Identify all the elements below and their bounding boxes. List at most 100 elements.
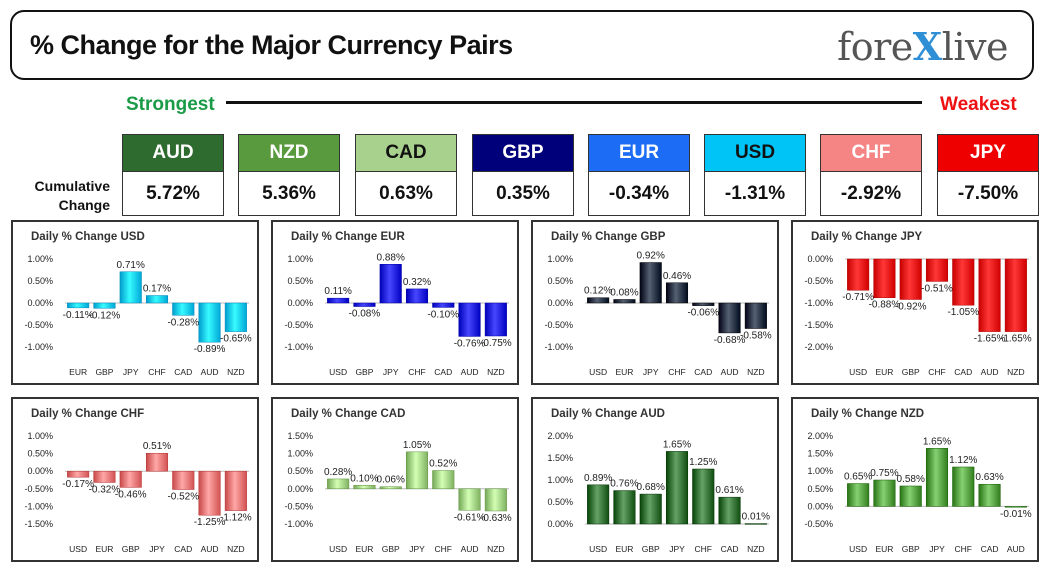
currency-value: -7.50% (937, 172, 1039, 216)
y-tick-label: -2.00% (804, 342, 833, 352)
x-tick-label: AUD (1007, 544, 1025, 554)
data-label: 0.12% (584, 286, 612, 297)
bar-gbp (379, 486, 402, 490)
bar-chf (925, 258, 949, 282)
bar-gbp (119, 470, 142, 488)
y-tick-label: 0.00% (27, 298, 53, 308)
bar-jpy (639, 262, 662, 304)
x-tick-label: CAD (434, 367, 452, 377)
bar-jpy (379, 264, 402, 304)
currency-value: -1.31% (704, 172, 806, 216)
chart-panel-aud: Daily % Change AUD 2.00% 1.50% 1.00% 0.50% 0.… (531, 397, 779, 562)
logo-text-left: fore (837, 25, 913, 69)
x-tick-label: JPY (929, 544, 945, 554)
data-label: -0.17% (62, 479, 94, 490)
currency-name: CHF (820, 134, 922, 172)
bar-nzd (1004, 258, 1027, 332)
y-tick-label: 1.00% (27, 254, 53, 264)
currency-tile-eur: EUR -0.34% (588, 134, 690, 216)
y-tick-label: 0.50% (547, 497, 573, 507)
chart-panel-jpy: Daily % Change JPY 0.00% -0.50% -1.00% -1.50… (791, 220, 1039, 385)
y-tick-label: 0.00% (27, 466, 53, 476)
bar-chf (692, 468, 715, 525)
chart-panel-gbp: Daily % Change GBP 1.00% 0.50% 0.00% -0.50% -… (531, 220, 779, 385)
y-tick-label: 0.00% (287, 484, 313, 494)
chart-title: Daily % Change GBP (551, 231, 666, 243)
bar-usd (587, 484, 610, 525)
bar-gbp (639, 493, 662, 525)
chart-nzd: Daily % Change NZD 2.00% 1.50% 1.00% 0.50% 0.… (804, 408, 1031, 554)
data-label: -0.08% (349, 309, 381, 320)
currency-name: JPY (937, 134, 1039, 172)
currency-name: AUD (122, 134, 224, 172)
y-tick-label: 1.00% (547, 475, 573, 485)
bar-eur (613, 299, 636, 304)
bar-chf (952, 466, 975, 507)
currency-value: 0.63% (355, 172, 457, 216)
y-tick-label: 0.50% (27, 276, 53, 286)
data-label: 0.63% (975, 472, 1003, 483)
forexlive-logo: foreXlive (837, 24, 1008, 69)
y-tick-label: 0.50% (287, 466, 313, 476)
y-tick-label: 1.00% (287, 449, 313, 459)
x-tick-label: EUR (69, 367, 87, 377)
x-tick-label: GBP (95, 367, 113, 377)
x-tick-label: USD (329, 367, 347, 377)
y-tick-label: -0.50% (24, 484, 53, 494)
bar-aud (458, 302, 481, 337)
x-tick-label: NZD (1007, 367, 1024, 377)
x-tick-label: CHF (408, 367, 425, 377)
chart-cad: Daily % Change CAD 1.50% 1.00% 0.50% 0.00% -0… (284, 408, 511, 554)
x-tick-label: NZD (487, 367, 504, 377)
page-title: % Change for the Major Currency Pairs (30, 30, 513, 60)
y-tick-label: 2.00% (547, 431, 573, 441)
bar-eur (353, 485, 376, 490)
title-box: % Change for the Major Currency Pairs fo… (10, 10, 1034, 80)
currency-tile-nzd: NZD 5.36% (238, 134, 340, 216)
currency-value: -2.92% (820, 172, 922, 216)
data-label: -0.76% (454, 338, 486, 349)
x-tick-label: JPY (669, 544, 685, 554)
x-tick-label: CAD (694, 367, 712, 377)
y-tick-label: 0.00% (547, 298, 573, 308)
currency-value: 5.36% (238, 172, 340, 216)
x-tick-label: AUD (201, 367, 219, 377)
bar-aud (718, 302, 741, 334)
data-label: -1.12% (220, 513, 252, 524)
y-tick-label: 0.00% (807, 501, 833, 511)
data-label: -0.32% (89, 484, 121, 495)
bar-jpy (405, 451, 429, 490)
x-tick-label: CHF (148, 367, 165, 377)
x-tick-label: USD (589, 367, 607, 377)
data-label: 0.32% (403, 277, 431, 288)
cumulative-label-line2: Change (58, 197, 110, 213)
bar-cad (952, 258, 975, 306)
bar-gbp (353, 302, 376, 307)
chart-eur: Daily % Change EUR 1.00% 0.50% 0.00% -0.50% -… (284, 231, 511, 377)
y-tick-label: -1.00% (24, 501, 53, 511)
bar-eur (873, 258, 896, 298)
bar-eur (67, 302, 90, 309)
x-tick-label: JPY (383, 367, 399, 377)
data-label: 0.28% (324, 467, 352, 478)
chart-title: Daily % Change CAD (291, 408, 405, 420)
bar-usd (327, 297, 350, 304)
data-label: -0.65% (220, 334, 252, 345)
data-label: 0.08% (610, 287, 638, 298)
y-tick-label: 0.50% (287, 276, 313, 286)
chart-gbp: Daily % Change GBP 1.00% 0.50% 0.00% -0.50% -… (544, 231, 771, 377)
data-label: 0.51% (143, 441, 171, 452)
y-tick-label: -1.00% (804, 298, 833, 308)
y-tick-label: 1.00% (287, 254, 313, 264)
chart-title: Daily % Change NZD (811, 408, 924, 420)
data-label: 1.12% (949, 455, 977, 466)
currency-value: 5.72% (122, 172, 224, 216)
data-label: -0.46% (115, 489, 147, 500)
currency-name: EUR (588, 134, 690, 172)
y-tick-label: 1.50% (287, 431, 313, 441)
data-label: -1.25% (194, 517, 226, 528)
data-label: -0.10% (427, 309, 459, 320)
bar-jpy (145, 452, 169, 472)
x-tick-label: AUD (461, 367, 479, 377)
data-label: -1.65% (974, 334, 1006, 345)
